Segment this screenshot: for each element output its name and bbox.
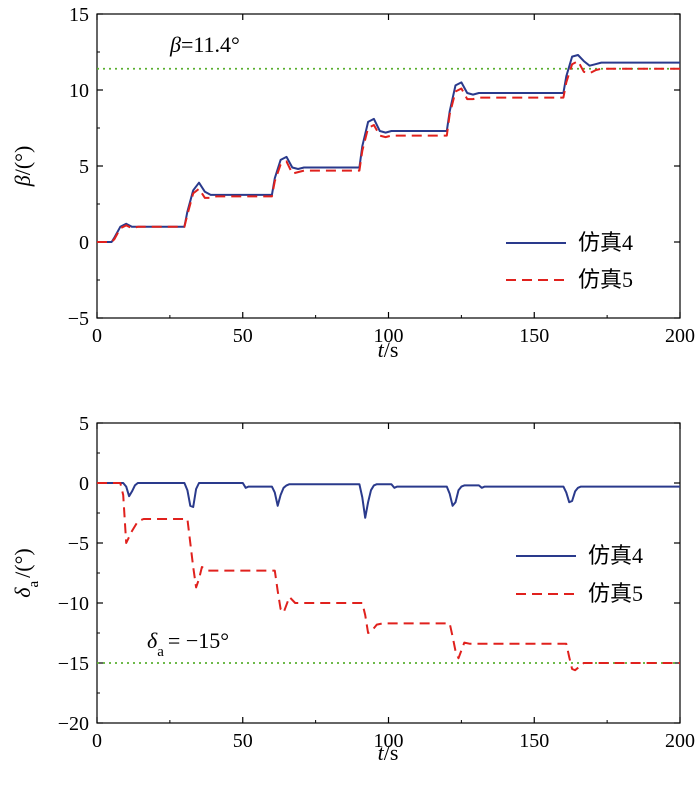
- series-lines: [97, 54, 680, 243]
- legend-label-sim4: 仿真4: [578, 230, 633, 255]
- y-tick-label: −10: [58, 593, 89, 615]
- y-tick-label: 0: [79, 473, 89, 495]
- series-line-sim5: [97, 482, 680, 672]
- y-tick-label: 0: [79, 232, 89, 254]
- x-tick-label: 0: [92, 325, 102, 347]
- legend-label-sim4: 仿真4: [588, 543, 643, 568]
- x-axis-label: t/s: [378, 337, 399, 362]
- series-line-sim5: [97, 60, 680, 243]
- x-axis-label: t/s: [378, 740, 399, 765]
- reference-label: β=11.4°: [169, 32, 240, 57]
- reference-label: δa = −15°: [147, 628, 229, 660]
- x-tick-label: 0: [92, 730, 102, 752]
- y-tick-label: 5: [79, 156, 89, 178]
- series-line-sim4: [97, 482, 680, 519]
- y-axis-label: β/(°): [10, 146, 35, 188]
- x-tick-label: 150: [519, 325, 549, 347]
- legend-label-sim5: 仿真5: [578, 267, 633, 292]
- y-tick-label: −15: [58, 653, 89, 675]
- x-tick-label: 200: [665, 325, 695, 347]
- x-tick-label: 50: [233, 730, 253, 752]
- x-tick-label: 200: [665, 730, 695, 752]
- y-tick-label: 10: [69, 80, 89, 102]
- x-tick-label: 100: [374, 730, 404, 752]
- x-tick-label: 150: [519, 730, 549, 752]
- delta-a-chart: 0 50 100 150 200 −20 −15 −10 −5 0 5 δa = −15° 仿真4 仿…: [10, 413, 695, 765]
- y-tick-label: −5: [68, 533, 89, 555]
- series-lines: [97, 482, 680, 672]
- legend: 仿真4 仿真5: [506, 230, 633, 292]
- y-axis-label: δa/(°): [10, 548, 42, 597]
- tick-labels: 0 50 100 150 200 −20 −15 −10 −5 0 5: [58, 413, 695, 752]
- y-tick-label: 15: [69, 4, 89, 26]
- series-line-sim4: [97, 54, 680, 243]
- y-tick-label: 5: [79, 413, 89, 435]
- y-tick-label: −5: [68, 308, 89, 330]
- legend: 仿真4 仿真5: [516, 543, 643, 606]
- x-tick-label: 50: [233, 325, 253, 347]
- axis-ticks: [96, 422, 681, 724]
- legend-label-sim5: 仿真5: [588, 581, 643, 606]
- y-tick-label: −20: [58, 713, 89, 735]
- x-tick-label: 100: [374, 325, 404, 347]
- plot-frame: [96, 422, 681, 724]
